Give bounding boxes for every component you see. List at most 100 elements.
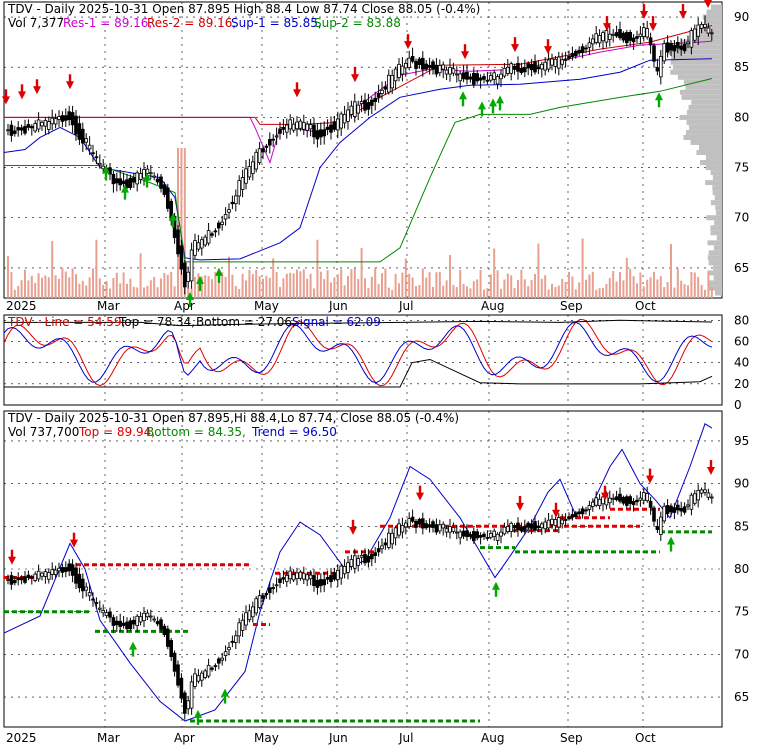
volume-bar <box>268 277 271 298</box>
candle-bottom-body <box>254 598 259 614</box>
candle-top-body <box>614 32 619 37</box>
candle-bottom-body <box>648 500 653 508</box>
volume-bar <box>347 275 349 298</box>
volume-profile-bar <box>670 69 722 75</box>
candle-top-body <box>308 124 313 130</box>
sell-arrow <box>2 96 10 105</box>
candle-bottom-body <box>135 615 140 627</box>
sell-arrow-shaft <box>681 4 685 13</box>
candle-bottom-body <box>182 692 187 714</box>
candle-bottom-body <box>655 526 660 530</box>
candle-bottom-body <box>291 574 296 581</box>
candle-top-body <box>482 76 486 80</box>
candle-bottom-body <box>315 579 320 588</box>
candle-top-body <box>696 24 700 37</box>
volume-bar <box>160 278 162 298</box>
volume-profile-bar <box>672 64 722 70</box>
volume-bar <box>469 288 472 298</box>
volume-bar <box>180 148 183 298</box>
candle-bottom-body <box>301 572 306 580</box>
candle-top-body <box>546 59 551 70</box>
volume-bar <box>214 271 217 298</box>
y-tick-label: 95 <box>734 434 749 448</box>
trend-sell-arrow-shaft <box>554 502 558 511</box>
candle-top-body <box>148 172 153 175</box>
candle-bottom-body <box>417 518 422 525</box>
candle-top-body <box>485 79 490 82</box>
candle-bottom-body <box>23 576 27 583</box>
candle-top-body <box>543 61 547 71</box>
candle-top-body <box>165 187 170 209</box>
volume-bar <box>245 280 247 298</box>
volume-bar <box>241 273 244 298</box>
y-tick-label: 90 <box>734 10 749 24</box>
candle-top-body <box>50 117 54 125</box>
candle-bottom-body <box>608 497 612 504</box>
candle-bottom-body <box>281 577 286 580</box>
volume-profile-bar <box>706 215 722 221</box>
trend-buy-arrow-shaft <box>494 588 498 597</box>
candle-top-body <box>47 121 51 130</box>
candle-top-body <box>332 121 337 130</box>
volume-bar <box>30 275 33 298</box>
volume-profile-bar <box>707 255 722 261</box>
volume-profile-bar <box>705 155 722 161</box>
sell-arrow <box>704 0 712 9</box>
candle-bottom-body <box>118 620 123 627</box>
candle-bottom-body <box>26 574 31 578</box>
volume-profile-bar <box>715 205 722 211</box>
candle-bottom-body <box>631 501 636 506</box>
volume-bar <box>690 272 693 298</box>
candle-top-body <box>67 111 72 121</box>
candle-top-body <box>414 61 418 69</box>
candle-top-body <box>43 120 48 127</box>
volume-bar <box>330 282 332 298</box>
osc-header-line: TDV - Line = 54.59, <box>7 315 125 329</box>
buy-arrow <box>215 267 223 276</box>
trend-sell-arrow <box>601 492 609 501</box>
trend-sell-arrow <box>8 556 16 565</box>
candle-top-body <box>628 31 632 41</box>
candle-top-body <box>145 168 150 174</box>
candle-top-body <box>74 115 78 135</box>
candle-bottom-body <box>220 657 225 661</box>
volume-bar <box>47 277 50 298</box>
candle-top-body <box>233 195 238 205</box>
candle-top-body <box>159 176 163 189</box>
candle-bottom-body <box>682 506 687 513</box>
volume-bar <box>547 289 550 298</box>
candle-top-body <box>703 23 707 28</box>
volume-bar <box>445 280 448 298</box>
candle-bottom-body <box>652 507 656 522</box>
volume-bar <box>37 273 40 298</box>
volume-bar <box>659 276 662 298</box>
candle-bottom-body <box>101 610 106 614</box>
candle-top-body <box>611 33 615 36</box>
volume-profile-bar <box>712 175 722 181</box>
volume-bar <box>561 278 564 298</box>
volume-profile-bar <box>691 99 722 105</box>
x-tick-label-bottom: Jul <box>398 731 413 745</box>
candle-bottom-body <box>267 587 272 594</box>
volume-bar <box>697 276 700 298</box>
y-tick-label: 85 <box>734 60 749 74</box>
candle-bottom-body <box>87 592 92 597</box>
candle-top-body <box>131 177 136 183</box>
sell-arrow <box>351 74 359 83</box>
volume-profile-bar <box>683 79 722 85</box>
buy-arrow-shaft <box>171 219 175 228</box>
candle-bottom-body <box>625 496 629 506</box>
x-tick-label-top: 2025 <box>6 299 37 313</box>
candle-top-body <box>196 242 201 250</box>
volume-bar <box>313 288 315 298</box>
candle-top-body <box>359 101 364 104</box>
candle-bottom-body <box>475 531 479 539</box>
buy-arrow <box>143 172 151 181</box>
volume-profile-bar <box>709 270 722 276</box>
volume-profile-bar <box>716 235 722 241</box>
volume-bar <box>398 283 400 298</box>
volume-bar <box>442 285 445 298</box>
volume-bar <box>449 255 451 298</box>
volume-bar <box>578 282 581 298</box>
volume-bar <box>455 287 458 298</box>
